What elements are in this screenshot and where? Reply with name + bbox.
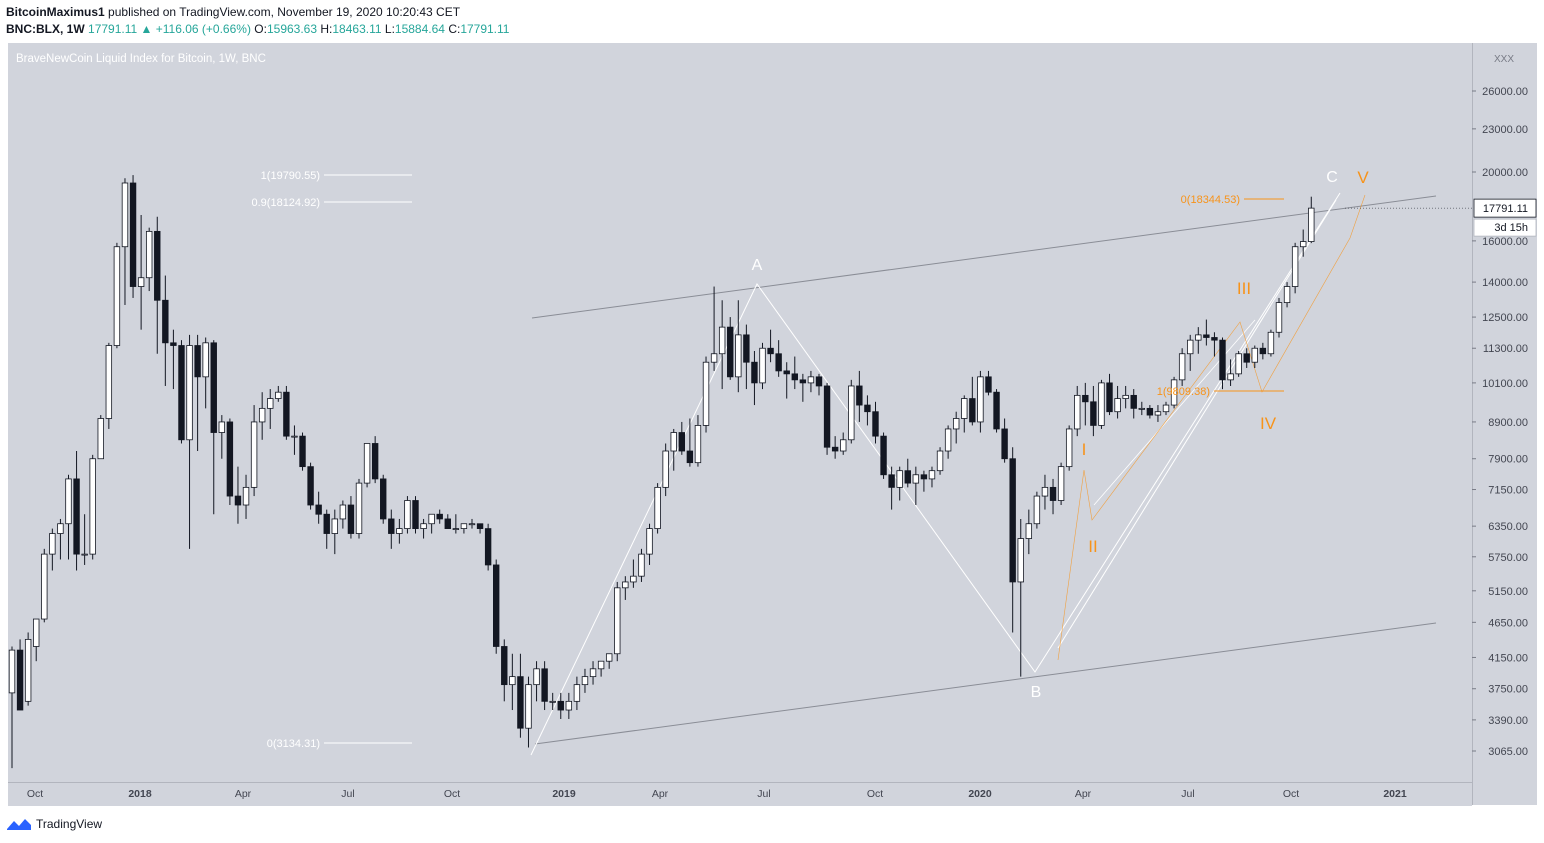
- publish-info: BitcoinMaximus1 published on TradingView…: [6, 5, 460, 19]
- open-value: 15963.63: [266, 22, 318, 36]
- close-value: 17791.11: [460, 22, 510, 36]
- up-arrow-icon: ▲: [140, 22, 153, 36]
- chart-plot-area[interactable]: [8, 43, 1472, 805]
- author-name[interactable]: BitcoinMaximus1: [6, 5, 105, 19]
- price-axis[interactable]: [1472, 43, 1537, 805]
- symbol-info: BNC:BLX, 1W 17791.11 ▲ +116.06 (+0.66%) …: [6, 22, 509, 36]
- low-value: 15884.64: [394, 22, 445, 36]
- chart-title: BraveNewCoin Liquid Index for Bitcoin, 1…: [16, 53, 266, 65]
- footer-brand-name: TradingView: [36, 817, 103, 831]
- high-value: 18463.11: [332, 22, 382, 36]
- change: +116.06 (+0.66%): [155, 22, 251, 36]
- symbol: BNC:BLX, 1W: [6, 22, 85, 36]
- time-axis[interactable]: [8, 782, 1472, 806]
- tradingview-logo-icon: [7, 819, 31, 830]
- high-label: H:: [320, 22, 333, 36]
- open-label: O:: [254, 22, 267, 36]
- low-label: L:: [384, 22, 395, 36]
- close-label: C:: [448, 22, 461, 36]
- footer-brand[interactable]: TradingView: [6, 816, 102, 832]
- published-text: published on TradingView.com, November 1…: [108, 5, 461, 19]
- last-price: 17791.11: [88, 22, 138, 36]
